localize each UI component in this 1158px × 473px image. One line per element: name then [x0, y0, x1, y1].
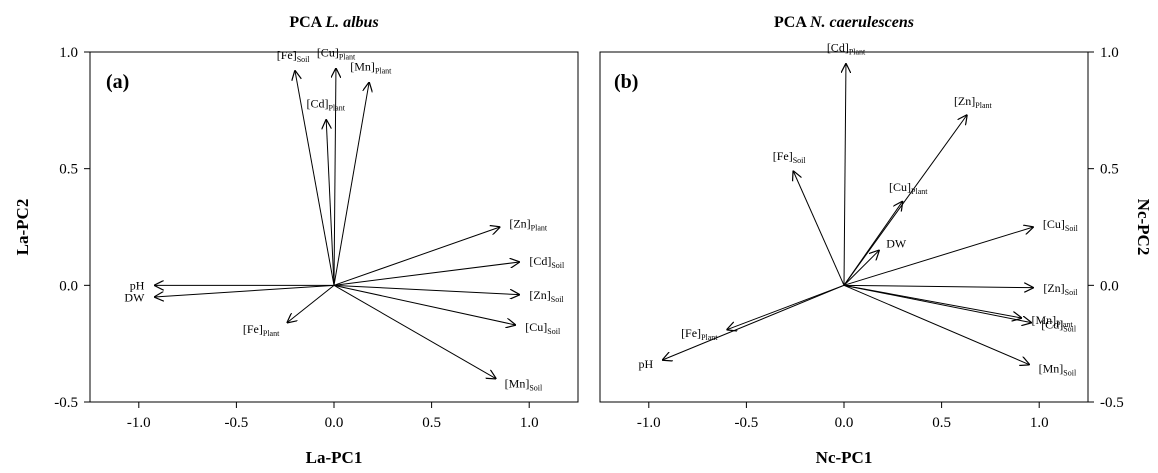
loading-label-cd-soil: [Cd]Soil — [529, 254, 565, 270]
loading-arrow-zn-soil — [843, 285, 1033, 287]
x-tick-label: 0.0 — [325, 415, 344, 431]
loading-arrow-dw — [154, 284, 335, 297]
y-axis-title: La-PC2 — [13, 199, 32, 256]
x-tick-label: 1.0 — [1030, 415, 1049, 431]
loading-label-ph: pH — [130, 278, 145, 292]
panel-a: PCA L. albus (a) -1.0 -0.5 0.0 0.5 1.0 -0.5 0.0 0… — [13, 14, 579, 467]
loading-label-cd-plant: [Cd]Plant — [306, 97, 345, 113]
loading-label-cu-plant: [Cu]Plant — [317, 45, 356, 61]
y-tick-label: 1.0 — [1100, 45, 1119, 61]
y-tick-label: 0.5 — [1100, 162, 1119, 178]
loading-arrow-cu-plant — [334, 68, 336, 286]
loading-arrow-zn-plant — [333, 227, 500, 286]
x-tick-label: -1.0 — [637, 415, 661, 431]
x-tick-label: -0.5 — [735, 415, 759, 431]
y-tick-label: -0.5 — [54, 395, 78, 411]
loading-label-fe-plant: [Fe]Plant — [243, 322, 280, 338]
x-axis-title: Nc-PC1 — [816, 448, 873, 467]
x-tick-label: -0.5 — [225, 415, 249, 431]
loading-label-zn-soil: [Zn]Soil — [1043, 281, 1078, 297]
loading-label-dw: DW — [886, 236, 907, 250]
panel-label: (a) — [106, 71, 129, 93]
loading-label-zn-plant: [Zn]Plant — [954, 94, 993, 110]
x-tick-label: -1.0 — [127, 415, 151, 431]
loading-label-ph: pH — [639, 357, 654, 371]
panel-b: PCA N. caerulescens (b) -1.0 -0.5 0.0 0.5 1.0 -… — [599, 14, 1153, 467]
chart-title: PCA N. caerulescens — [774, 14, 914, 31]
loading-label-fe-soil: [Fe]Soil — [277, 48, 311, 64]
loading-arrow-cu-soil — [333, 284, 516, 325]
loading-arrow-dw — [843, 250, 879, 286]
loading-label-mn-soil: [Mn]Soil — [1039, 362, 1077, 378]
loading-arrow-mn-soil — [843, 284, 1029, 364]
loading-arrow-fe-plant — [727, 284, 845, 329]
loading-label-mn-plant: [Mn]Plant — [1031, 313, 1073, 329]
loading-label-dw: DW — [124, 291, 145, 305]
x-tick-label: 0.5 — [932, 415, 951, 431]
loading-label-cu-soil: [Cu]Soil — [1043, 217, 1079, 233]
loading-label-cu-soil: [Cu]Soil — [525, 320, 561, 336]
panel-label: (b) — [614, 71, 638, 93]
loading-label-cd-soil: [Cd]Soil — [1041, 318, 1077, 334]
x-axis-title: La-PC1 — [306, 448, 363, 467]
loading-arrow-mn-soil — [333, 284, 496, 378]
loading-arrow-cd-plant — [844, 64, 846, 286]
x-tick-label: 0.5 — [422, 415, 441, 431]
loading-arrow-zn-soil — [333, 284, 519, 294]
loading-arrow-cd-soil — [333, 262, 519, 286]
chart-title: PCA L. albus — [289, 14, 378, 31]
y-tick-label: -0.5 — [1100, 395, 1124, 411]
loading-label-mn-soil: [Mn]Soil — [505, 377, 543, 393]
loading-arrow-ph — [662, 284, 845, 360]
loading-label-cd-plant: [Cd]Plant — [827, 41, 866, 57]
loading-label-zn-soil: [Zn]Soil — [529, 288, 564, 304]
loading-label-fe-plant: [Fe]Plant — [681, 326, 718, 342]
loading-arrow-fe-soil — [793, 171, 845, 286]
y-tick-label: 0.0 — [1100, 278, 1119, 294]
loading-arrow-zn-plant — [843, 115, 967, 286]
loading-arrow-cu-soil — [843, 227, 1033, 286]
y-tick-label: 0.5 — [59, 162, 78, 178]
loading-label-fe-soil: [Fe]Soil — [773, 149, 807, 165]
loading-arrow-mn-plant — [333, 82, 369, 286]
y-tick-label: 0.0 — [59, 278, 78, 294]
loading-label-mn-plant: [Mn]Plant — [350, 59, 392, 75]
loading-arrow-cd-plant — [326, 120, 335, 286]
loading-label-cu-plant: [Cu]Plant — [889, 180, 928, 196]
plot-frame — [599, 51, 1089, 403]
loading-arrow-fe-soil — [295, 71, 335, 286]
y-tick-label: 1.0 — [59, 45, 78, 61]
loading-arrow-cd-soil — [843, 284, 1031, 322]
x-tick-label: 0.0 — [835, 415, 854, 431]
y-axis-title: Nc-PC2 — [1134, 199, 1153, 256]
loading-arrow-fe-plant — [287, 284, 335, 322]
loading-arrow-cu-plant — [843, 201, 903, 286]
x-tick-label: 1.0 — [520, 415, 539, 431]
loading-label-zn-plant: [Zn]Plant — [509, 217, 548, 233]
